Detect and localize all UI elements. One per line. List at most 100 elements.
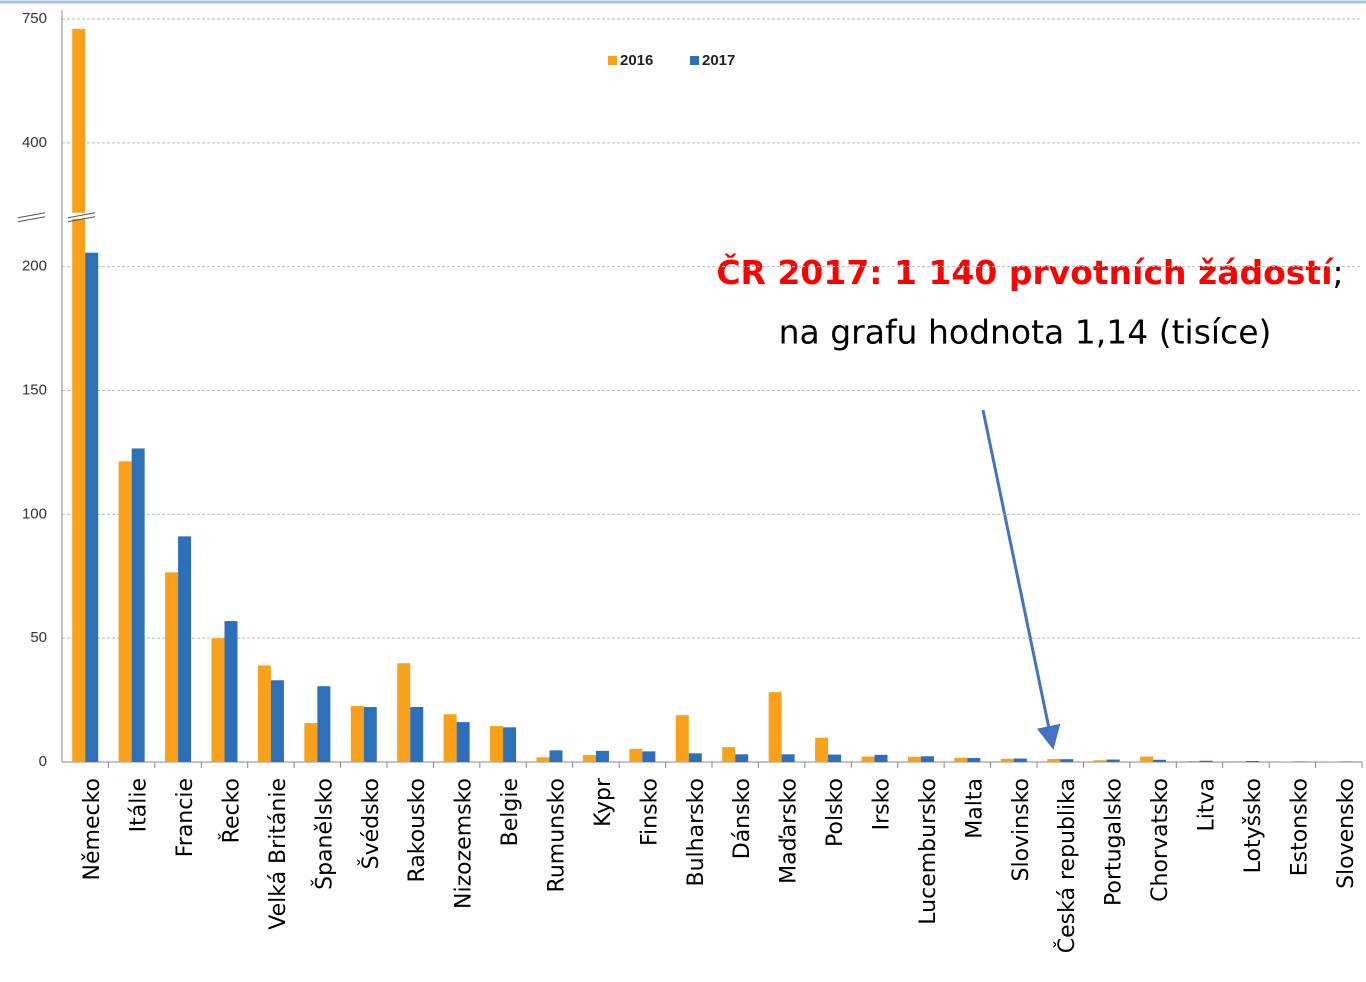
bar <box>397 663 411 762</box>
x-label-group: Švédsko <box>358 778 384 869</box>
x-tick-label: Irsko <box>870 778 895 830</box>
x-tick-label: Rakousko <box>405 778 430 883</box>
bar <box>536 757 550 762</box>
x-label-group: Chorvatsko <box>1148 778 1173 902</box>
bar <box>954 757 968 762</box>
x-tick-label: Nizozemsko <box>452 778 477 909</box>
axis-break <box>67 212 96 219</box>
bar <box>920 756 934 762</box>
bar <box>629 748 643 762</box>
bar <box>1186 761 1200 762</box>
x-tick-label: Itálie <box>127 778 152 832</box>
legend-label: 2016 <box>620 52 653 69</box>
legend-label: 2017 <box>702 52 735 69</box>
bar <box>1245 761 1259 762</box>
x-label-group: Francie <box>173 778 198 857</box>
x-tick-label: Kypr <box>591 777 616 827</box>
bar <box>363 707 377 762</box>
x-tick-label: Francie <box>173 778 198 857</box>
bar <box>1232 761 1246 762</box>
bar <box>874 754 888 762</box>
annotation-separator: ; <box>1333 253 1344 292</box>
x-label-group: Rakousko <box>405 778 430 883</box>
bar <box>722 747 736 762</box>
bar <box>443 714 457 762</box>
x-tick-label: Bulharsko <box>684 778 709 887</box>
x-label-group: Estonsko <box>1287 778 1312 876</box>
x-tick-label: Chorvatsko <box>1148 778 1173 902</box>
axis-break <box>17 212 46 219</box>
x-label-group: Velká Británie <box>266 778 291 930</box>
x-tick-label: Estonsko <box>1287 778 1312 876</box>
x-label-group: Lucembursko <box>916 778 941 925</box>
x-label-group: Bulharsko <box>684 778 709 887</box>
x-label-group: Dánsko <box>730 778 755 859</box>
annotation-highlight: ČR 2017: 1 140 prvotních žádostí <box>716 252 1334 292</box>
x-label-group: Německo <box>80 778 105 880</box>
x-tick-label: Německo <box>80 778 105 880</box>
x-label-group: Litva <box>1195 778 1220 832</box>
x-tick-label: Rumunsko <box>545 778 570 892</box>
bar <box>1060 759 1074 762</box>
x-tick-label: Polsko <box>823 778 848 847</box>
x-tick-label: Finsko <box>637 778 662 846</box>
y-tick-label: 750 <box>22 10 47 27</box>
bar <box>828 754 842 762</box>
bar <box>549 750 563 762</box>
bar <box>688 753 702 762</box>
bar <box>1153 759 1167 762</box>
x-label-group: Slovinsko <box>1009 778 1034 882</box>
legend-swatch <box>690 56 699 65</box>
x-label-group: Lotyšsko <box>1241 778 1266 873</box>
bar <box>257 665 271 762</box>
bar <box>1140 756 1154 762</box>
bar <box>815 737 829 762</box>
bar <box>781 754 795 762</box>
bar <box>861 756 875 762</box>
x-label-group: Maďarsko <box>777 778 802 884</box>
bar <box>178 536 192 762</box>
x-label-group: Česká republika <box>1054 778 1080 953</box>
y-tick-label: 400 <box>22 134 47 151</box>
bar <box>211 638 225 762</box>
y-tick-label: 0 <box>39 753 47 770</box>
bar <box>456 722 470 762</box>
x-tick-label: Belgie <box>498 778 523 846</box>
x-label-group: Španělsko <box>311 778 337 890</box>
x-label-group: Portugalsko <box>1102 778 1127 906</box>
x-tick-label: Velká Británie <box>266 778 291 930</box>
y-tick-label: 200 <box>22 258 47 275</box>
x-label-group: Kypr <box>591 777 616 827</box>
bar <box>270 680 284 762</box>
annotation-line1: ČR 2017: 1 140 prvotních žádostí; <box>716 252 1343 292</box>
bar <box>503 727 517 762</box>
x-tick-label: Portugalsko <box>1102 778 1127 906</box>
x-tick-label: Česká republika <box>1054 778 1080 953</box>
legend-swatch <box>608 56 617 65</box>
bar <box>582 755 596 762</box>
y-tick-label: 50 <box>30 629 47 646</box>
bar <box>490 726 504 762</box>
bar <box>85 252 99 762</box>
bar <box>642 751 656 762</box>
axis-break <box>17 216 46 223</box>
x-label-group: Belgie <box>498 778 523 846</box>
x-tick-label: Slovinsko <box>1009 778 1034 882</box>
x-tick-label: Dánsko <box>730 778 755 859</box>
annotation-arrow <box>981 409 1061 750</box>
annotation-line2: na grafu hodnota 1,14 (tisíce) <box>779 313 1272 352</box>
bar <box>768 692 782 762</box>
bar <box>224 621 238 762</box>
x-label-group: Řecko <box>219 778 245 843</box>
x-tick-label: Malta <box>962 778 987 839</box>
bar <box>675 715 689 762</box>
bar <box>1047 759 1061 762</box>
x-label-group: Nizozemsko <box>452 778 477 909</box>
x-label-group: Malta <box>962 778 987 839</box>
bar <box>1000 758 1014 762</box>
bar <box>410 707 424 762</box>
bar <box>967 758 981 762</box>
bar <box>1199 760 1213 762</box>
x-tick-label: Švédsko <box>358 778 384 869</box>
